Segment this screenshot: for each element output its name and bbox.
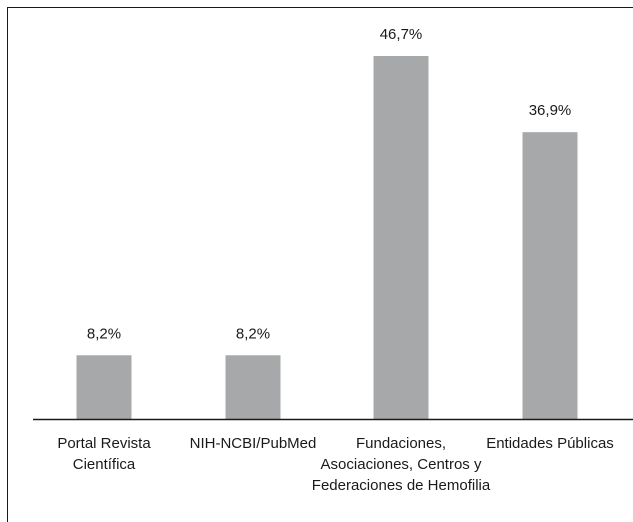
bar-4 xyxy=(522,132,578,419)
category-label-line: Federaciones de Hemofilia xyxy=(312,477,491,494)
bar-value-label-1: 8,2% xyxy=(87,325,121,342)
category-label-line: Fundaciones, xyxy=(356,435,446,452)
category-label-line: Asociaciones, Centros y xyxy=(321,456,482,473)
value-labels-group: 8,2% 8,2% 46,7% 36,9% xyxy=(87,26,571,342)
category-label-line: Científica xyxy=(73,456,136,473)
bar-2 xyxy=(225,355,281,419)
category-label-line: Portal Revista xyxy=(57,435,151,452)
category-label-line: Entidades Públicas xyxy=(486,435,614,452)
chart-frame xyxy=(7,7,633,522)
category-label-line: NIH-NCBI/PubMed xyxy=(190,435,317,452)
bar-value-label-3: 46,7% xyxy=(380,26,423,43)
category-label-4: Entidades Públicas xyxy=(486,435,614,452)
bar-value-label-2: 8,2% xyxy=(236,325,270,342)
bar-value-label-4: 36,9% xyxy=(529,102,572,119)
category-label-2: NIH-NCBI/PubMed xyxy=(190,435,317,452)
category-label-3: Fundaciones, Asociaciones, Centros y Feder… xyxy=(312,435,491,494)
category-label-1: Portal Revista Científica xyxy=(57,435,151,473)
bar-3 xyxy=(373,56,429,419)
bar-1 xyxy=(76,355,132,419)
bars-group xyxy=(76,56,578,419)
